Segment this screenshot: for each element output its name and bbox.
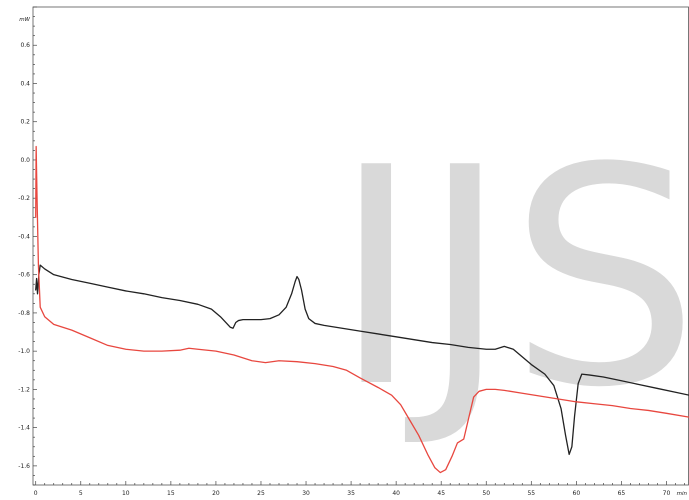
x-tick-label: 50 [482,490,490,497]
x-tick-label: 30 [302,490,310,497]
y-tick-label: -1.0 [18,348,30,355]
x-tick-label: 0 [34,490,38,497]
y-tick-label: -1.2 [18,386,30,393]
y-tick-label: -1.4 [18,425,30,432]
x-tick-label: 20 [212,490,220,497]
x-tick-label: 65 [618,490,626,497]
y-tick-label: -0.8 [18,310,30,317]
x-tick-label: 35 [347,490,355,497]
y-axis-unit: mW [19,17,30,23]
series-group [35,145,689,474]
y-tick-label: -0.4 [18,233,30,240]
x-axis-unit: min [677,491,688,497]
y-tick-label: -0.2 [18,195,30,202]
y-tick-label: 0.2 [20,119,30,126]
series-line-1 [35,264,689,456]
x-tick-label: 60 [573,490,581,497]
y-tick-label: -0.6 [18,272,30,279]
y-tick-label: -1.6 [18,463,30,470]
y-tick-label: 0.6 [20,42,30,49]
axes: 0 5 10 15 20 25 30 35 40 45 50 55 60 65 70 0.6 0.4 0.2 0.0… [18,6,689,497]
x-tick-label: 15 [167,490,175,497]
y-tick-label: 0.0 [20,157,30,164]
x-tick-label: 5 [79,490,83,497]
x-tick-label: 10 [122,490,130,497]
x-tick-label: 45 [437,490,445,497]
y-tick-label: 0.4 [20,80,30,87]
x-tick-label: 55 [527,490,535,497]
watermark: IJS [332,104,689,453]
series-line-2 [35,145,689,474]
x-tick-label: 70 [663,490,671,497]
x-tick-label: 25 [257,490,265,497]
x-tick-label: 40 [392,490,400,497]
